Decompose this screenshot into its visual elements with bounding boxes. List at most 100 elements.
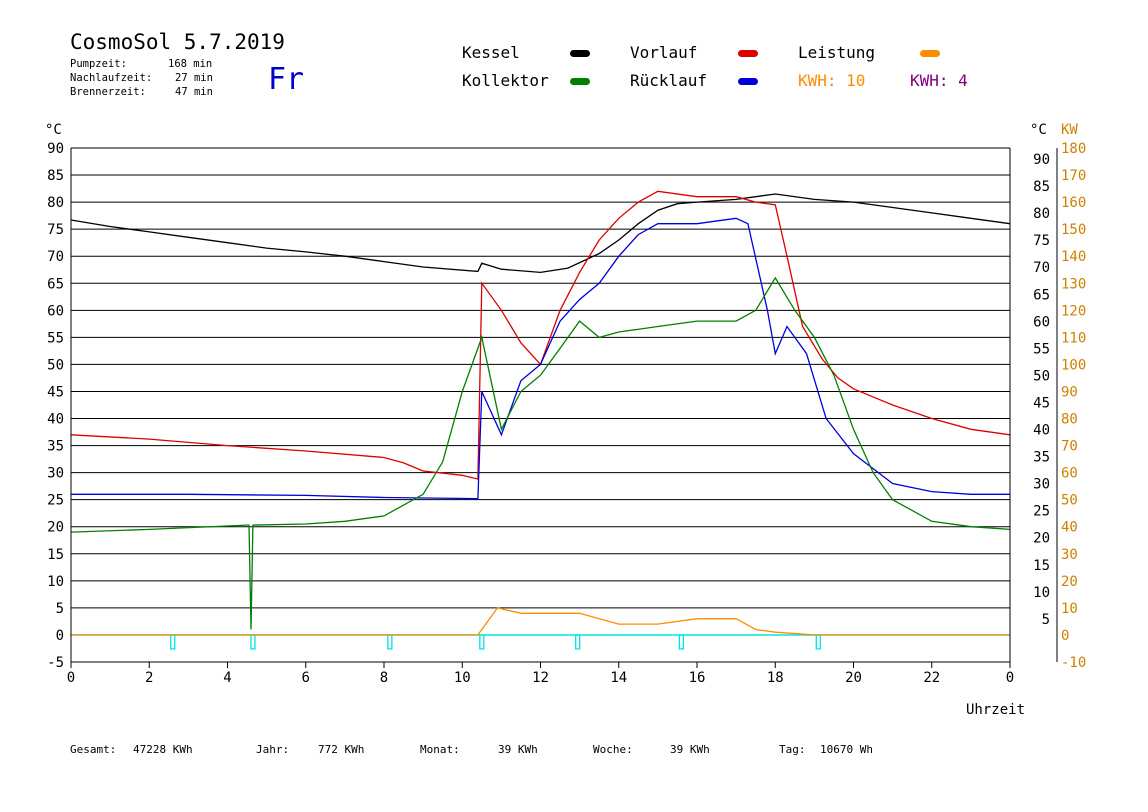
chart-series	[70, 190, 1011, 636]
y-tick-label-kw: 60	[1061, 466, 1078, 482]
pump-marker	[575, 634, 581, 650]
pump-marker	[815, 634, 821, 650]
footer-monat-label: Monat:	[420, 743, 460, 756]
x-tick-label: 22	[923, 670, 940, 686]
y-tick-label-left: 45	[47, 384, 64, 400]
y-tick-label-right: 40	[1033, 423, 1050, 439]
y-tick-label-kw: -10	[1061, 655, 1086, 671]
y-tick-label-right: 80	[1033, 206, 1050, 222]
y-tick-label-left: 35	[47, 439, 64, 455]
stat-value-pumpzeit: 168 min	[168, 58, 213, 70]
y-tick-label-right: 25	[1033, 504, 1050, 520]
series-line-leistung	[71, 607, 1010, 636]
footer-jahr-label: Jahr:	[256, 743, 290, 756]
y-tick-label-right: 5	[1042, 612, 1050, 628]
x-tick-label: 2	[145, 670, 153, 686]
stat-label-nachlaufzeit: Nachlaufzeit:	[70, 72, 153, 84]
y-tick-label-kw: 90	[1061, 384, 1078, 400]
x-tick-label: 4	[223, 670, 231, 686]
pump-marker	[678, 634, 684, 650]
legend-kessel-swatch	[570, 50, 590, 57]
y-tick-label-kw: 150	[1061, 222, 1086, 238]
series-line-kollektor	[70, 276, 1011, 630]
y-tick-label-right: 45	[1033, 395, 1050, 411]
legend-vorlauf-swatch	[738, 50, 758, 57]
y-tick-label-left: 25	[47, 493, 64, 509]
y-tick-label-left: 55	[47, 330, 64, 346]
x-axis-label: Uhrzeit	[966, 702, 1025, 718]
legend-vorlauf-label: Vorlauf	[630, 43, 698, 62]
y-tick-label-kw: 180	[1061, 141, 1086, 157]
y-tick-label-kw: 160	[1061, 195, 1086, 211]
footer-tag-label: Tag:	[779, 743, 806, 756]
y-axis-unit-left: °C	[45, 122, 62, 138]
y-tick-label-kw: 140	[1061, 249, 1086, 265]
y-tick-label-right: 65	[1033, 287, 1050, 303]
y-tick-label-kw: 50	[1061, 493, 1078, 509]
y-tick-label-kw: 0	[1061, 628, 1069, 644]
x-tick-label: 6	[302, 670, 310, 686]
y-axis-unit-right: °C	[1030, 122, 1047, 138]
y-tick-label-right: 10	[1033, 585, 1050, 601]
legend-leistung-swatch	[920, 50, 940, 57]
series-line-ruecklauf	[71, 217, 1010, 500]
y-tick-label-left: 65	[47, 276, 64, 292]
legend-ruecklauf-swatch	[738, 78, 758, 85]
y-tick-label-right: 75	[1033, 233, 1050, 249]
legend-ruecklauf-label: Rücklauf	[630, 71, 708, 90]
y-tick-label-kw: 20	[1061, 574, 1078, 590]
x-tick-label: 0	[1006, 670, 1014, 686]
series-line-vorlauf	[70, 190, 1011, 480]
y-tick-label-left: 50	[47, 357, 64, 373]
x-tick-label: 20	[845, 670, 862, 686]
stat-value-nachlaufzeit: 27 min	[175, 72, 213, 84]
footer-jahr-value: 772 KWh	[318, 743, 365, 756]
y-tick-label-left: 10	[47, 574, 64, 590]
y-tick-label-left: 75	[47, 222, 64, 238]
y-tick-label-kw: 130	[1061, 276, 1086, 292]
footer-tag-value: 10670 Wh	[820, 743, 873, 756]
x-tick-label: 18	[767, 670, 784, 686]
chart-baseline	[71, 634, 1010, 650]
y-tick-label-right: 55	[1033, 341, 1050, 357]
footer-monat-value: 39 KWh	[498, 743, 538, 756]
legend-kessel-label: Kessel	[462, 43, 520, 62]
y-tick-label-kw: 70	[1061, 439, 1078, 455]
legend-kollektor-swatch	[570, 78, 590, 85]
stat-value-brennerzeit: 47 min	[175, 86, 213, 98]
app-title: CosmoSol 5.7.2019	[70, 30, 285, 54]
y-tick-label-kw: 100	[1061, 357, 1086, 373]
y-tick-label-right: 35	[1033, 450, 1050, 466]
weekday-label: Fr	[268, 62, 305, 97]
y-tick-label-left: -5	[47, 655, 64, 671]
x-tick-label: 10	[454, 670, 471, 686]
footer-woche-label: Woche:	[593, 743, 633, 756]
y-tick-label-kw: 170	[1061, 168, 1086, 184]
y-tick-label-kw: 120	[1061, 303, 1086, 319]
y-tick-label-left: 60	[47, 303, 64, 319]
x-tick-label: 14	[610, 670, 627, 686]
y-tick-label-kw: 30	[1061, 547, 1078, 563]
pump-marker	[479, 634, 485, 650]
y-tick-label-right: 50	[1033, 368, 1050, 384]
y-tick-label-left: 20	[47, 520, 64, 536]
x-tick-label: 16	[689, 670, 706, 686]
pump-marker	[387, 634, 393, 650]
chart-grid	[71, 147, 1010, 663]
y-axis-unit-kw: KW	[1061, 122, 1078, 138]
y-tick-label-left: 85	[47, 168, 64, 184]
x-tick-label: 12	[532, 670, 549, 686]
chart-axes: 908580757065605550454035302520151050-590…	[47, 141, 1086, 686]
y-tick-label-kw: 40	[1061, 520, 1078, 536]
y-tick-label-kw: 110	[1061, 330, 1086, 346]
y-tick-label-left: 0	[56, 628, 64, 644]
y-tick-label-right: 90	[1033, 152, 1050, 168]
y-tick-label-right: 70	[1033, 260, 1050, 276]
y-tick-label-left: 40	[47, 412, 64, 428]
y-tick-label-left: 80	[47, 195, 64, 211]
legend-kwh-purple: KWH: 4	[910, 71, 968, 90]
x-tick-label: 0	[67, 670, 75, 686]
footer-woche-value: 39 KWh	[670, 743, 710, 756]
series-line-kessel	[70, 193, 1011, 274]
